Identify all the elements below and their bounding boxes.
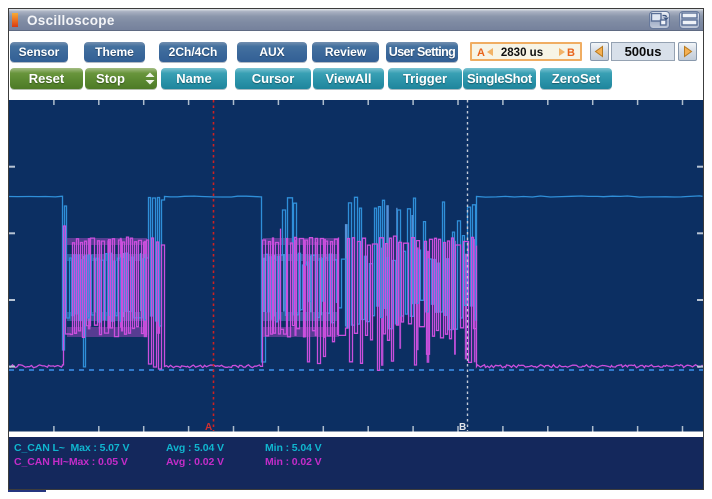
svg-text:A: A <box>205 422 212 433</box>
svg-text:B: B <box>459 422 466 433</box>
